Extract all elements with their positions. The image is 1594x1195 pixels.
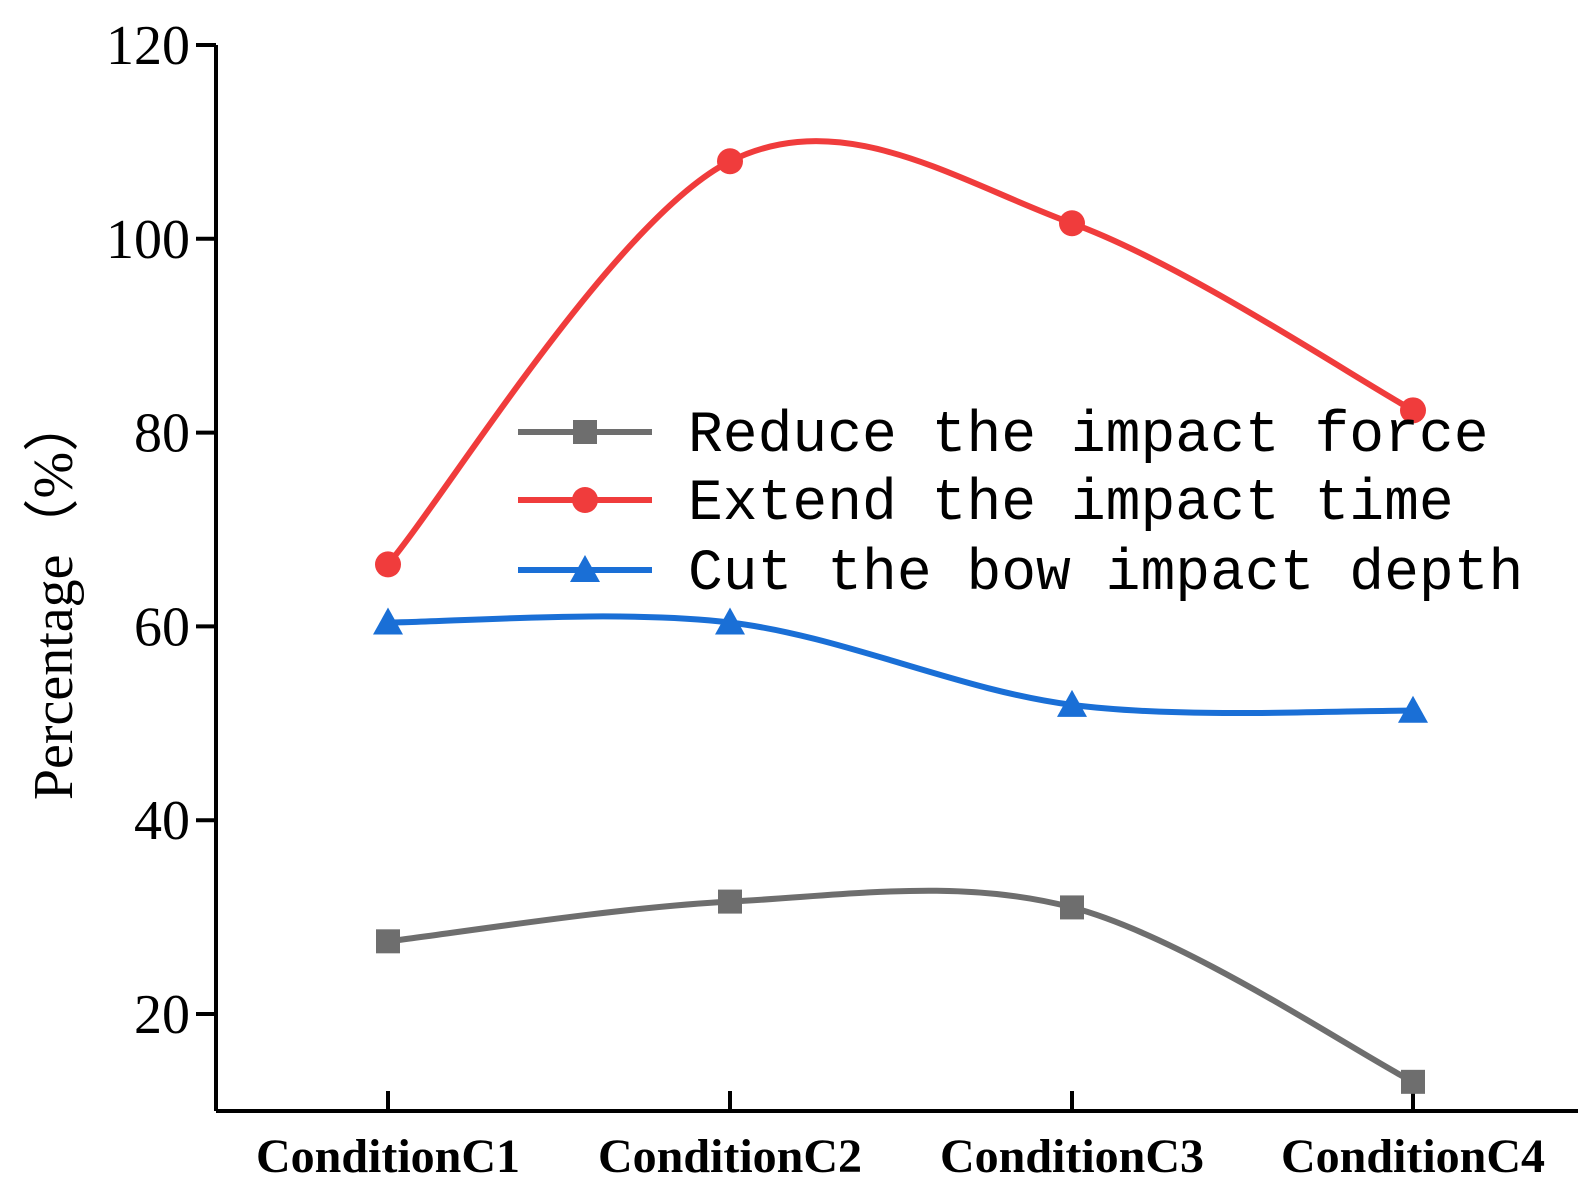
data-point-triangle bbox=[373, 607, 403, 635]
legend-item: Reduce the impact force bbox=[518, 404, 1489, 469]
y-tick-label: 80 bbox=[134, 403, 190, 465]
y-ticks: 20 40 60 80 100 120 bbox=[106, 15, 216, 1046]
series-1 bbox=[375, 138, 1426, 578]
data-point-triangle bbox=[715, 607, 745, 635]
data-point-circle bbox=[1059, 210, 1085, 237]
y-tick-label: 60 bbox=[134, 596, 190, 658]
legend-item: Extend the impact time bbox=[518, 472, 1454, 537]
data-point-square bbox=[376, 929, 400, 954]
data-point-circle bbox=[1400, 397, 1426, 424]
y-tick-label: 20 bbox=[134, 984, 190, 1046]
series-line bbox=[385, 613, 1416, 717]
series-line bbox=[385, 887, 1416, 1085]
data-point-triangle bbox=[1057, 689, 1087, 717]
y-axis-title: Percentage（%） bbox=[23, 396, 85, 800]
legend-marker-triangle bbox=[570, 555, 600, 582]
legend-label: Extend the impact time bbox=[688, 472, 1454, 537]
data-point-square bbox=[1401, 1069, 1425, 1094]
series-0 bbox=[376, 887, 1425, 1094]
x-tick-label: ConditionC2 bbox=[598, 1130, 862, 1183]
data-point-triangle bbox=[1398, 695, 1428, 723]
legend-label: Reduce the impact force bbox=[688, 404, 1489, 469]
x-ticks: ConditionC1 ConditionC2 ConditionC3 Conditi… bbox=[256, 1091, 1545, 1183]
data-point-circle bbox=[717, 148, 743, 175]
y-tick-label: 40 bbox=[134, 790, 190, 852]
series-line bbox=[385, 138, 1416, 568]
y-tick-label: 100 bbox=[106, 209, 190, 271]
x-tick-label: ConditionC4 bbox=[1281, 1130, 1545, 1183]
series-2 bbox=[373, 607, 1428, 723]
data-point-square bbox=[718, 889, 742, 914]
x-tick-label: ConditionC3 bbox=[940, 1130, 1204, 1183]
axes bbox=[214, 45, 1578, 1113]
legend-marker-square bbox=[573, 420, 597, 444]
data-point-square bbox=[1060, 895, 1084, 920]
legend-marker-circle bbox=[572, 487, 598, 513]
x-tick-label: ConditionC1 bbox=[256, 1130, 520, 1183]
y-tick-label: 120 bbox=[106, 15, 190, 77]
data-point-circle bbox=[375, 551, 401, 578]
legend-label: Cut the bow impact depth bbox=[688, 542, 1523, 607]
legend-item: Cut the bow impact depth bbox=[518, 542, 1523, 607]
series-layer bbox=[373, 138, 1428, 1094]
